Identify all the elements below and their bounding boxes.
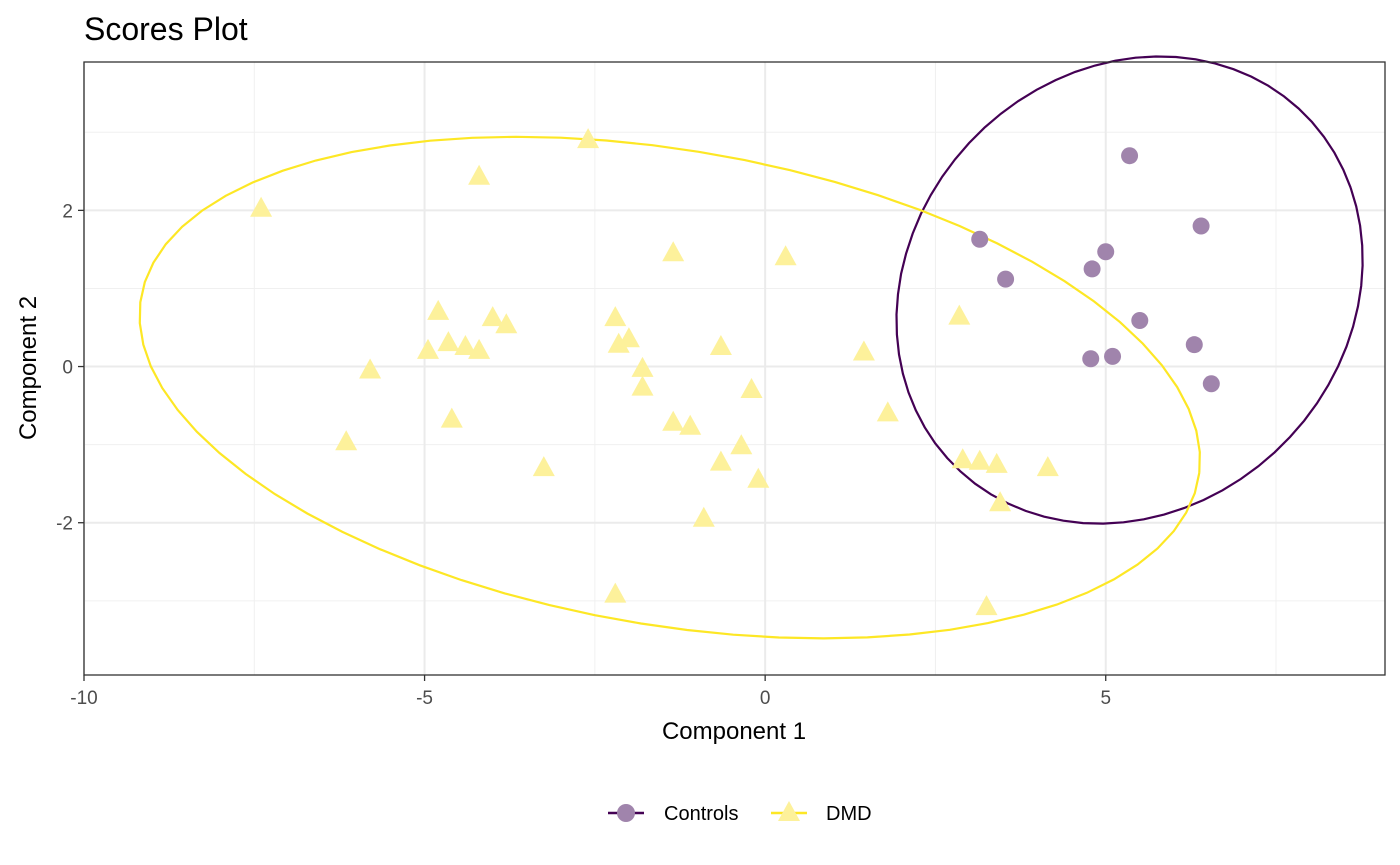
point-dmd [975,595,998,616]
point-dmd [481,306,504,327]
point-controls [1082,350,1100,368]
legend: Controls DMD [608,801,872,825]
point-dmd [631,356,654,377]
point-dmd [604,306,627,327]
point-dmd [679,414,702,435]
point-dmd [437,331,460,352]
y-tick-label: 2 [62,201,73,222]
point-dmd [250,196,273,217]
x-tick-label: -5 [416,688,433,709]
point-controls [1097,243,1115,261]
point-controls [997,270,1015,288]
tick-layer: -10 -5 0 5 -2 0 2 [56,201,1111,709]
point-dmd [359,358,382,379]
point-dmd [577,128,600,149]
point-layer [250,128,1220,616]
point-dmd [740,378,763,398]
legend-key-dmd-triangle-icon [778,801,800,821]
legend-label-controls: Controls [664,803,738,825]
point-dmd [968,449,991,470]
point-dmd [468,338,491,359]
point-dmd [1036,456,1059,477]
point-controls [971,230,989,248]
point-dmd [709,450,732,471]
x-tick-label: 5 [1100,688,1111,709]
point-dmd [730,434,753,455]
point-dmd [335,430,358,451]
point-dmd [440,407,463,428]
point-dmd [989,491,1012,512]
y-axis-title: Component 2 [15,296,42,440]
point-controls [1185,336,1203,354]
ellipse-layer [138,55,1364,640]
point-dmd [532,456,555,477]
point-dmd [631,375,654,396]
point-dmd [709,335,732,355]
point-dmd [692,506,715,527]
point-dmd [662,241,685,262]
legend-key-controls-circle-icon [617,804,635,822]
point-dmd [774,245,797,266]
x-axis-title: Component 1 [662,718,806,745]
y-tick-label: -2 [56,514,73,535]
point-dmd [951,448,974,469]
point-controls [1083,260,1101,278]
point-dmd [662,410,685,431]
point-dmd [852,340,875,361]
point-controls [1104,347,1122,365]
point-dmd [604,582,627,603]
point-controls [1192,217,1210,235]
ellipse-dmd [138,135,1201,640]
point-dmd [454,335,477,355]
plot-panel-border [83,61,1386,676]
point-controls [1202,375,1220,393]
chart-title: Scores Plot [84,11,248,47]
point-controls [1131,311,1149,329]
x-tick-label: -10 [70,688,97,709]
point-dmd [876,401,899,422]
point-dmd [417,338,439,359]
ellipse-controls [895,55,1364,525]
point-dmd [747,467,770,488]
x-tick-label: 0 [760,688,771,709]
point-dmd [427,299,450,320]
point-controls [1121,147,1139,165]
y-tick-label: 0 [62,358,73,379]
point-dmd [495,313,518,334]
legend-label-dmd: DMD [826,803,872,825]
point-dmd [607,332,630,353]
point-dmd [985,452,1008,473]
point-dmd [948,304,971,325]
point-dmd [468,164,491,185]
